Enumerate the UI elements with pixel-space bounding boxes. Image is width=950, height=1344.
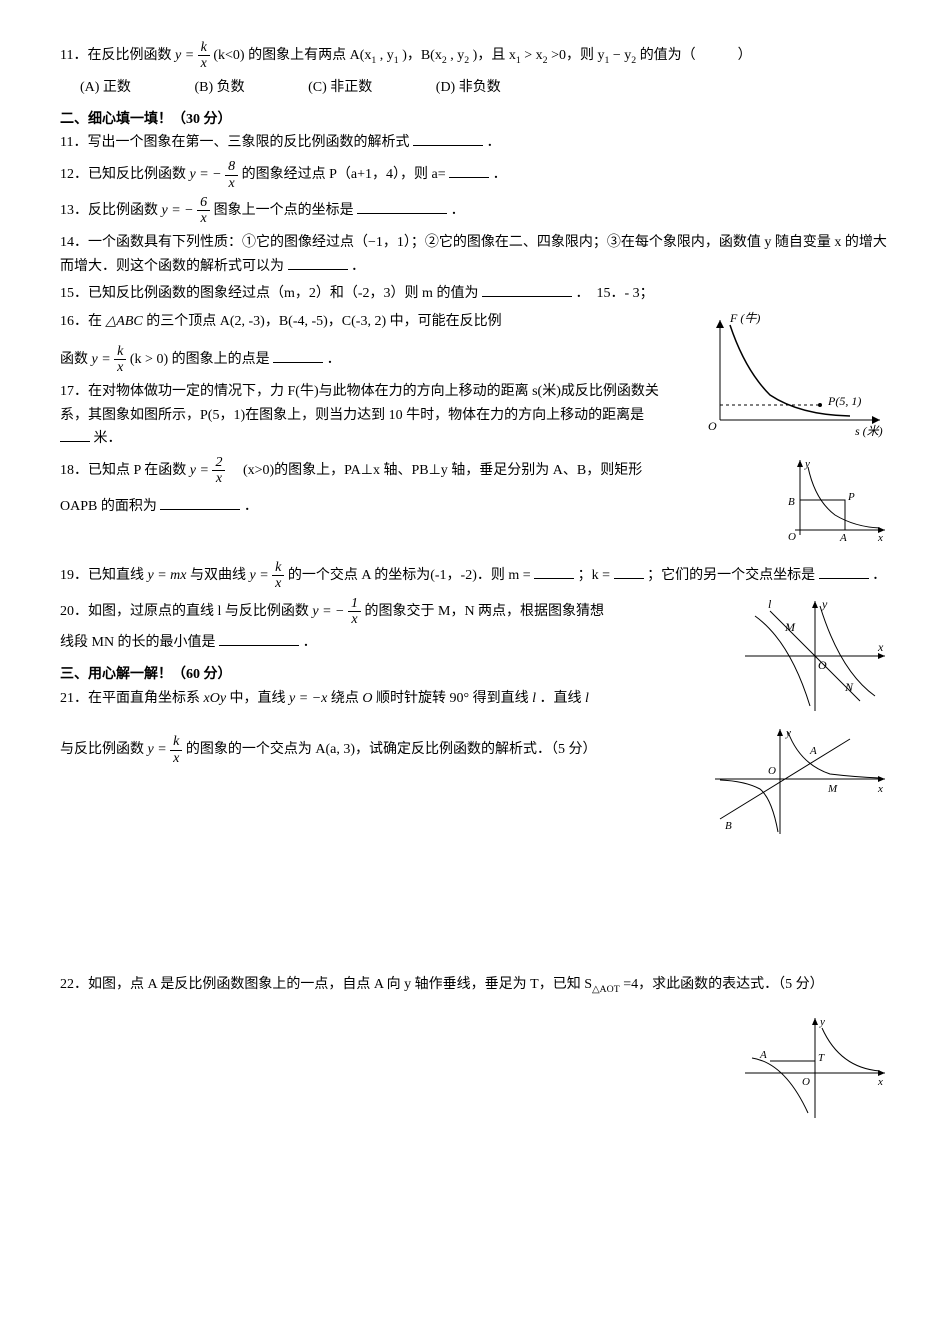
svg-text:B: B xyxy=(788,496,795,508)
svg-text:T: T xyxy=(818,1052,825,1064)
graph-22: y A T O x xyxy=(740,1013,890,1132)
svg-text:x: x xyxy=(877,1076,883,1088)
blank xyxy=(160,495,240,510)
blank xyxy=(482,282,572,297)
svg-text:x: x xyxy=(877,783,883,795)
fill-14: 14．一个函数具有下列性质：①它的图像经过点（−1，1）；②它的图像在二、四象限… xyxy=(60,231,890,279)
svg-text:y: y xyxy=(785,727,791,739)
fill-18: 18．已知点 P 在函数 y = 2 x (x>0)的图象上，PA⊥x 轴、PB… xyxy=(60,455,890,487)
q22: 22．如图，点 A 是反比例函数图象上的一点，自点 A 向 y 轴作垂线，垂足为… xyxy=(60,973,890,998)
blank xyxy=(819,564,869,579)
opt-a: (A) 正数 xyxy=(80,76,131,100)
svg-text:O: O xyxy=(802,1076,810,1088)
svg-text:x: x xyxy=(877,640,884,654)
fill-17: 17．在对物体做功一定的情况下，力 F(牛)与此物体在力的方向上移动的距离 s(… xyxy=(60,380,660,451)
svg-text:O: O xyxy=(708,419,717,433)
svg-text:s (米): s (米) xyxy=(855,424,883,438)
q11-prefix: 11．在反比例函数 xyxy=(60,48,175,63)
blank xyxy=(534,564,574,579)
fill-19: 19．已知直线 y = mx 与双曲线 y = k x 的一个交点 A 的坐标为… xyxy=(60,560,890,592)
graph-21: y A O M x B xyxy=(710,724,890,853)
svg-text:O: O xyxy=(768,765,776,777)
svg-text:N: N xyxy=(844,680,854,694)
q11-frac: k x xyxy=(198,40,210,72)
svg-text:A: A xyxy=(759,1049,767,1061)
opt-d: (D) 非负数 xyxy=(436,76,501,100)
svg-text:M: M xyxy=(784,620,796,634)
svg-text:P: P xyxy=(847,491,855,503)
svg-text:l: l xyxy=(768,597,772,611)
svg-text:y: y xyxy=(821,597,828,611)
blank xyxy=(357,199,447,214)
blank xyxy=(60,427,90,442)
blank xyxy=(219,631,299,646)
blank xyxy=(449,163,489,178)
svg-text:x: x xyxy=(877,532,883,544)
svg-text:y: y xyxy=(804,458,810,470)
blank xyxy=(288,255,348,270)
svg-text:O: O xyxy=(788,531,796,543)
blank xyxy=(413,131,483,146)
opt-b: (B) 负数 xyxy=(194,76,244,100)
q11-top: 11．在反比例函数 y = k x (k<0) 的图象上有两点 A(x1 , y… xyxy=(60,40,890,72)
fill-12: 12．已知反比例函数 y = − 8 x 的图象经过点 P（a+1，4），则 a… xyxy=(60,159,890,191)
opt-c: (C) 非正数 xyxy=(308,76,372,100)
svg-text:A: A xyxy=(839,532,847,544)
q11-options: (A) 正数 (B) 负数 (C) 非正数 (D) 非负数 xyxy=(60,76,890,100)
graph-20: l y M O N x xyxy=(740,596,890,725)
fill-18b: OAPB 的面积为 ． xyxy=(60,495,890,519)
svg-text:B: B xyxy=(725,820,732,832)
svg-text:F (牛): F (牛) xyxy=(729,311,760,325)
svg-text:M: M xyxy=(827,783,838,795)
blank xyxy=(273,348,323,363)
fill-13: 13．反比例函数 y = − 6 x 图象上一个点的坐标是 ． xyxy=(60,195,890,227)
svg-text:O: O xyxy=(818,658,827,672)
svg-text:P(5, 1): P(5, 1) xyxy=(827,394,861,408)
graph-17: F (牛) P(5, 1) O s (米) xyxy=(700,310,890,449)
svg-text:y: y xyxy=(819,1016,825,1028)
section-2-title: 二、细心填一填！（30 分） xyxy=(60,108,890,132)
blank xyxy=(614,564,644,579)
fill-15: 15．已知反比例函数的图象经过点（m，2）和（-2，3）则 m 的值为 ． 15… xyxy=(60,282,890,306)
q11-y: y = xyxy=(175,48,198,63)
svg-text:A: A xyxy=(809,745,817,757)
fill-11: 11．写出一个图象在第一、三象限的反比例函数的解析式 ． xyxy=(60,131,890,155)
graph-18: y B P O A x xyxy=(780,455,890,554)
